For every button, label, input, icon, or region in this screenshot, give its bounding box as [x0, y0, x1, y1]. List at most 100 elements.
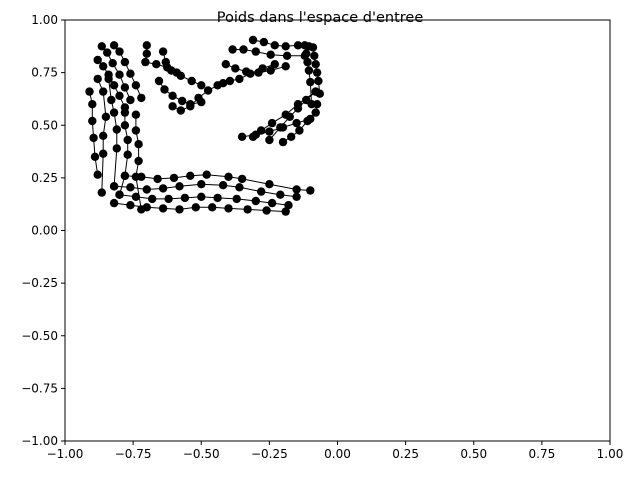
- data-point-12-3: [304, 66, 314, 75]
- data-point-24-3: [164, 194, 173, 204]
- data-point-9-1: [231, 64, 240, 73]
- data-point-24-5: [197, 192, 206, 201]
- data-point-7-0: [248, 35, 258, 45]
- data-point-15-0: [237, 132, 247, 141]
- data-point-18-3: [99, 131, 108, 140]
- data-point-16-2: [295, 126, 304, 135]
- y-tick-label: 0.25: [31, 171, 58, 185]
- data-point-6-2: [186, 102, 195, 111]
- data-point-23-8: [257, 187, 266, 196]
- x-axis: −1.00 −0.75 −0.50 −0.25 0.00 0.25 0.50 0.75 1.00: [47, 441, 624, 461]
- data-point-24-9: [267, 198, 277, 208]
- data-point-11-2: [311, 59, 320, 69]
- x-tick-label: 1.00: [597, 447, 624, 461]
- data-point-23-9: [276, 190, 285, 199]
- data-point-17-2: [88, 116, 97, 126]
- data-point-16-0: [278, 137, 288, 147]
- data-point-20-3: [123, 150, 132, 159]
- data-point-17-5: [93, 170, 102, 179]
- data-point-22-2: [153, 174, 162, 184]
- data-point-2-3: [109, 81, 119, 90]
- x-tick-label: 0.25: [392, 447, 419, 461]
- data-point-24-10: [284, 201, 293, 210]
- data-point-6-1: [176, 106, 185, 115]
- data-point-17-0: [85, 87, 94, 96]
- data-point-6-4: [203, 86, 213, 95]
- data-point-9-4: [266, 66, 275, 75]
- data-point-4-2: [167, 66, 176, 75]
- data-point-7-3: [281, 42, 290, 51]
- data-point-15-2: [265, 127, 274, 136]
- data-point-0-5: [126, 95, 135, 105]
- data-point-17-1: [88, 100, 97, 109]
- data-point-11-0: [308, 43, 318, 52]
- data-point-0-4: [120, 83, 130, 92]
- data-point-17-3: [89, 133, 98, 143]
- data-point-10-4: [258, 64, 267, 73]
- data-point-4-4: [187, 76, 196, 86]
- data-point-25-1: [126, 201, 135, 210]
- data-point-21-1: [131, 126, 141, 135]
- data-point-25-8: [243, 205, 252, 214]
- data-point-14-4: [293, 100, 303, 109]
- data-point-23-2: [142, 185, 151, 194]
- data-point-7-2: [270, 41, 279, 50]
- y-tick-label: −1.00: [21, 434, 58, 448]
- data-point-24-6: [213, 193, 222, 203]
- y-axis: −1.00 −0.75 −0.50 −0.25 0.00 0.25 0.50 0.75 1.00: [21, 13, 65, 448]
- y-tick-label: −0.25: [21, 276, 58, 290]
- data-point-23-10: [292, 192, 301, 201]
- data-point-2-1: [99, 62, 108, 71]
- y-tick-label: 0.75: [31, 66, 58, 80]
- data-point-1-3: [126, 69, 135, 78]
- data-point-25-9: [262, 206, 271, 215]
- series-line-22: [124, 174, 311, 191]
- data-point-24-7: [232, 194, 241, 204]
- data-point-0-2: [108, 59, 117, 68]
- data-point-22-10: [306, 186, 315, 195]
- data-point-18-0: [93, 74, 102, 84]
- data-point-22-7: [237, 174, 247, 184]
- data-point-10-5: [270, 59, 279, 69]
- data-point-22-4: [186, 171, 195, 180]
- y-tick-label: −0.75: [21, 381, 58, 395]
- data-point-19-1: [107, 95, 116, 105]
- data-point-23-1: [126, 183, 135, 192]
- data-point-16-4: [311, 108, 320, 117]
- data-point-6-3: [194, 93, 203, 103]
- data-point-18-2: [101, 112, 111, 122]
- data-point-16-1: [287, 132, 296, 141]
- data-point-25-7: [224, 204, 233, 213]
- data-point-9-0: [221, 59, 230, 69]
- data-point-9-5: [281, 62, 290, 71]
- x-tick-label: 0.00: [324, 447, 351, 461]
- data-point-17-4: [90, 152, 100, 161]
- data-point-12-0: [300, 41, 309, 50]
- data-point-3-1: [142, 49, 151, 58]
- data-point-18-5: [97, 188, 107, 197]
- data-point-4-5: [197, 81, 206, 90]
- data-point-11-4: [314, 76, 323, 86]
- data-point-24-1: [131, 192, 141, 201]
- data-point-24-8: [251, 196, 260, 206]
- x-tick-label: −1.00: [47, 447, 84, 461]
- x-tick-label: −0.25: [251, 447, 288, 461]
- data-point-10-1: [225, 76, 235, 86]
- data-point-3-2: [141, 57, 150, 67]
- data-point-20-1: [120, 121, 130, 130]
- data-point-7-4: [293, 41, 303, 50]
- data-point-14-3: [281, 110, 290, 119]
- data-point-23-4: [175, 182, 184, 191]
- data-point-5-2: [168, 91, 177, 101]
- data-point-15-4: [292, 118, 301, 128]
- data-point-5-3: [178, 96, 187, 106]
- data-point-21-2: [134, 140, 143, 149]
- data-point-11-3: [312, 68, 322, 77]
- y-tick-label: 1.00: [31, 13, 58, 27]
- data-point-21-0: [131, 110, 141, 119]
- data-point-19-2: [109, 108, 119, 117]
- data-point-0-1: [103, 48, 112, 57]
- data-point-4-0: [158, 47, 168, 56]
- data-point-1-1: [115, 47, 124, 56]
- data-point-25-4: [175, 205, 184, 214]
